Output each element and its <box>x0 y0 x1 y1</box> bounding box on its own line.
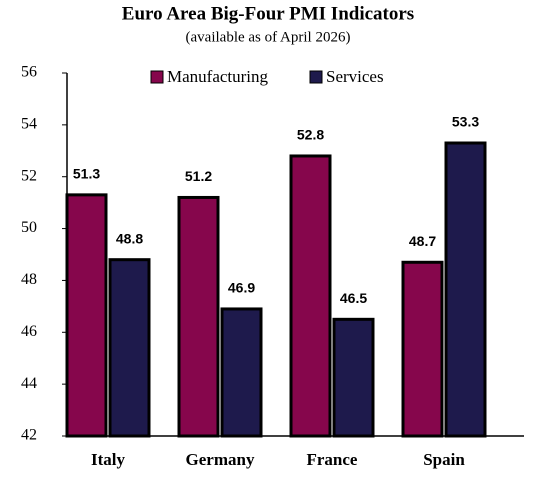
legend-swatch <box>309 70 323 84</box>
value-label: 48.7 <box>409 233 436 249</box>
legend-label: Services <box>326 67 384 86</box>
bar <box>177 195 220 438</box>
bar <box>444 141 487 438</box>
y-tick-label: 56 <box>21 64 37 81</box>
x-tick-label: Germany <box>186 450 255 469</box>
legend-swatch <box>150 70 164 84</box>
value-label: 53.3 <box>452 114 479 130</box>
y-tick-label: 44 <box>21 375 37 392</box>
bar <box>65 193 108 438</box>
x-tick-label: France <box>307 450 358 469</box>
x-tick-label: Italy <box>91 450 126 469</box>
value-label: 51.2 <box>185 168 212 184</box>
value-label: 48.8 <box>116 230 143 246</box>
value-label: 51.3 <box>73 166 100 182</box>
value-label: 46.5 <box>340 290 367 306</box>
y-tick-label: 46 <box>21 323 37 340</box>
y-tick-label: 48 <box>21 271 37 288</box>
x-tick-label: Spain <box>423 450 465 469</box>
value-label: 52.8 <box>297 127 324 143</box>
bar <box>401 260 444 438</box>
y-tick-label: 50 <box>21 219 37 236</box>
chart-subtitle: (available as of April 2026) <box>186 29 351 45</box>
legend-label: Manufacturing <box>167 67 269 86</box>
bar <box>108 258 151 438</box>
y-tick-label: 54 <box>21 116 37 133</box>
bar <box>220 307 263 438</box>
chart-title: Euro Area Big-Four PMI Indicators <box>122 3 414 24</box>
value-label: 46.9 <box>228 280 255 296</box>
bar <box>332 317 375 438</box>
bar <box>289 154 332 438</box>
y-tick-label: 52 <box>21 167 37 184</box>
y-tick-label: 42 <box>21 427 37 444</box>
